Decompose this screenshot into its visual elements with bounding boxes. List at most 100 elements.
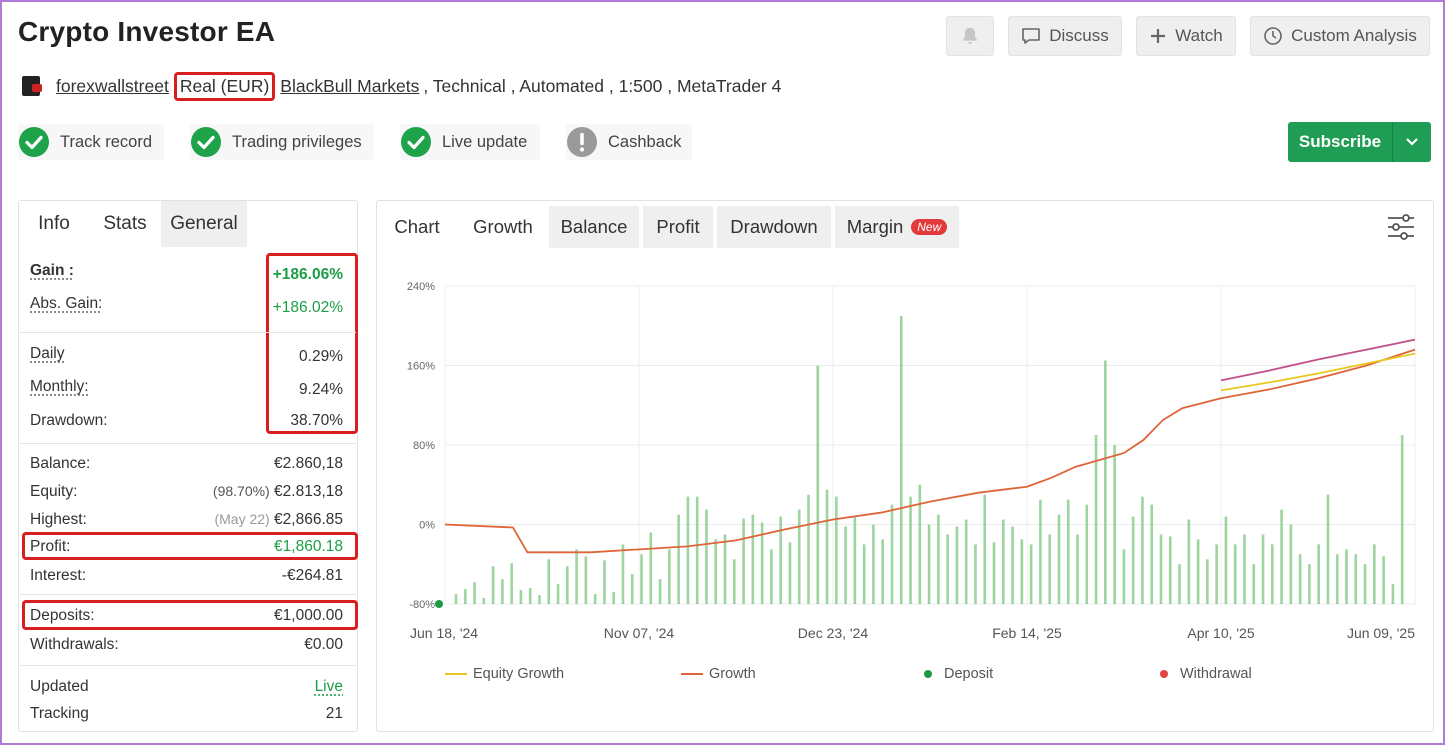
daily-bar — [1391, 584, 1395, 604]
tab-drawdown[interactable]: Drawdown — [717, 206, 831, 248]
user-link[interactable]: forexwallstreet — [56, 75, 169, 96]
chevron-down-icon[interactable] — [1393, 137, 1431, 147]
daily-bar — [983, 494, 987, 604]
watch-label: Watch — [1175, 26, 1223, 45]
tab-info[interactable]: Info — [19, 201, 89, 247]
stat-value: 0.29% — [299, 348, 343, 365]
tab-margin[interactable]: Margin New — [835, 206, 959, 248]
stat-label[interactable]: Monthly: — [30, 378, 89, 395]
x-tick-label: Jun 09, '25 — [1347, 625, 1415, 641]
custom-analysis-label: Custom Analysis — [1291, 26, 1417, 45]
daily-bar — [463, 589, 467, 604]
legend-equity-growth[interactable]: Equity Growth — [445, 666, 564, 682]
daily-bar — [695, 496, 699, 604]
daily-bar — [1243, 534, 1246, 604]
daily-bar — [1131, 516, 1135, 604]
y-tick-label: 160% — [407, 361, 435, 373]
daily-bar — [519, 590, 523, 604]
stat-label: Profit: — [30, 538, 71, 555]
avatar — [20, 74, 44, 98]
badge-live-update[interactable]: Live update — [400, 124, 540, 160]
highlight-box — [22, 532, 358, 560]
badge-label: Trading privileges — [232, 132, 362, 151]
daily-bar — [454, 594, 458, 604]
daily-bar — [1252, 564, 1256, 604]
daily-bar — [964, 519, 968, 604]
stat-monthly: Monthly: 9.24% — [30, 378, 348, 399]
daily-bar — [1308, 564, 1311, 604]
tab-profit[interactable]: Profit — [643, 206, 713, 248]
series-line-0 — [444, 348, 1416, 554]
tab-growth[interactable]: Growth — [461, 206, 545, 248]
stat-interest: Interest: -€264.81 — [30, 567, 348, 585]
daily-bar — [927, 524, 931, 604]
badge-track-record[interactable]: Track record — [18, 124, 164, 160]
daily-bar — [1373, 544, 1376, 604]
tab-stats[interactable]: Stats — [89, 201, 161, 247]
daily-bar — [1150, 504, 1154, 604]
stat-label[interactable]: Abs. Gain: — [30, 295, 103, 312]
broker-link[interactable]: BlackBull Markets — [280, 75, 420, 96]
chart-tabs: Chart Growth Balance Profit Drawdown Mar… — [377, 206, 963, 252]
sliders-icon[interactable] — [1386, 212, 1416, 242]
daily-bar — [853, 516, 857, 604]
daily-bar — [751, 514, 755, 604]
daily-bar — [1094, 435, 1098, 604]
daily-bar — [612, 592, 615, 604]
discuss-button[interactable]: Discuss — [1008, 16, 1122, 56]
daily-bar — [603, 560, 606, 604]
stat-label[interactable]: Gain : — [30, 262, 74, 279]
daily-bar — [686, 496, 690, 604]
account-meta: forexwallstreet Real (EUR) BlackBull Mar… — [20, 71, 782, 101]
legend-label: Equity Growth — [473, 666, 565, 682]
daily-bar — [890, 504, 894, 604]
stat-balance: Balance: €2.860,18 — [30, 455, 348, 473]
notification-bell-button[interactable] — [946, 16, 994, 56]
daily-bar — [1187, 519, 1191, 604]
subscribe-button[interactable]: Subscribe — [1288, 122, 1431, 162]
live-link[interactable]: Live — [314, 678, 343, 695]
daily-bar — [909, 496, 912, 604]
daily-bar — [955, 526, 959, 604]
equity-percent: (98.70%) — [212, 483, 270, 499]
x-tick-label: Feb 14, '25 — [992, 625, 1062, 641]
legend-withdrawal[interactable]: Withdrawal — [1160, 666, 1252, 682]
account-details: , Technical , Automated , 1:500 , MetaTr… — [423, 75, 782, 96]
stat-tracking: Tracking 21 — [30, 705, 348, 723]
daily-bar — [556, 584, 560, 604]
daily-bar — [1001, 519, 1005, 604]
chart-heading: Chart — [394, 216, 440, 237]
legend-deposit[interactable]: Deposit — [924, 666, 993, 682]
daily-bar — [862, 544, 866, 604]
daily-bar — [677, 514, 680, 604]
daily-bar — [788, 542, 792, 604]
daily-bar — [872, 524, 875, 604]
daily-bar — [1011, 526, 1014, 604]
tab-balance[interactable]: Balance — [549, 206, 639, 248]
subscribe-label: Subscribe — [1298, 132, 1382, 151]
daily-bar — [742, 518, 745, 604]
badge-trading-privileges[interactable]: Trading privileges — [190, 124, 374, 160]
stat-equity: Equity: (98.70%) €2.813,18 — [30, 483, 348, 501]
daily-bar — [946, 534, 949, 604]
daily-bar — [1354, 554, 1358, 604]
daily-bar — [732, 559, 736, 604]
badge-cashback[interactable]: Cashback — [566, 124, 692, 160]
daily-bar — [835, 496, 838, 604]
tab-general[interactable]: General — [161, 201, 247, 247]
series-line-2 — [1220, 338, 1416, 382]
watch-button[interactable]: Watch — [1136, 16, 1236, 56]
daily-bar — [1085, 504, 1089, 604]
custom-analysis-button[interactable]: Custom Analysis — [1250, 16, 1430, 56]
stat-value: +186.02% — [272, 299, 343, 316]
stats-panel — [18, 200, 358, 732]
daily-bar — [899, 315, 903, 604]
stat-label[interactable]: Daily — [30, 345, 65, 362]
stat-profit: Profit: €1,860.18 — [30, 538, 348, 556]
stat-label: Drawdown: — [30, 412, 108, 429]
stat-value: +186.06% — [272, 266, 343, 283]
stat-withdrawals: Withdrawals: €0.00 — [30, 636, 348, 654]
daily-bar — [1196, 539, 1200, 604]
daily-bar — [1159, 534, 1163, 604]
legend-growth[interactable]: Growth — [681, 666, 756, 682]
